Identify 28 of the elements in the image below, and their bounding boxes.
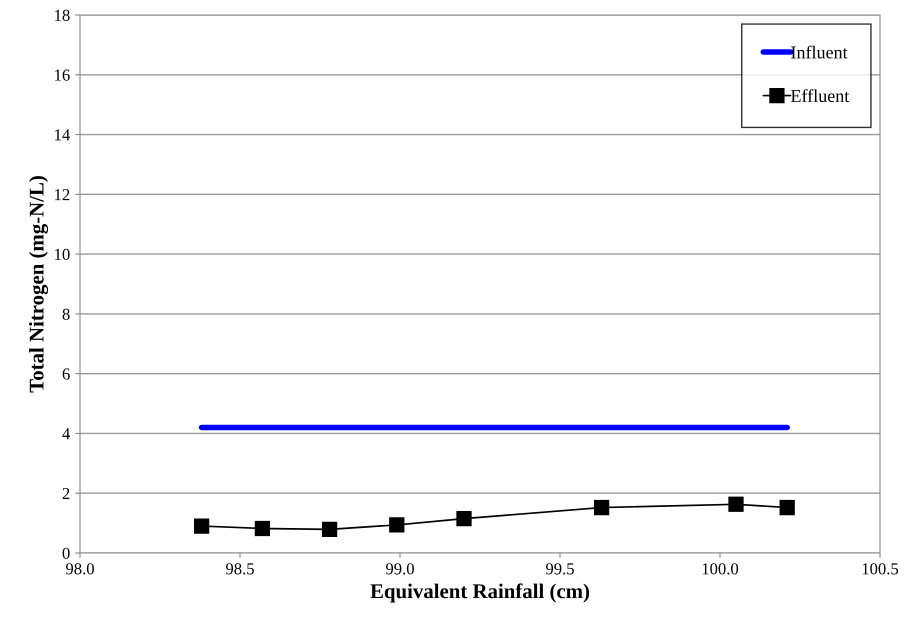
x-tick-label: 98.0 xyxy=(66,563,94,575)
point xyxy=(322,522,338,538)
y-tick-label: 2 xyxy=(62,488,70,500)
point xyxy=(194,518,210,534)
y-tick-label: 8 xyxy=(62,308,70,320)
y-tick-label: 6 xyxy=(62,368,70,380)
x-tick-label: 99.0 xyxy=(386,563,414,575)
y-tick-label: 4 xyxy=(62,428,70,440)
y-axis-title: Total Nitrogen (mg-N/L) xyxy=(29,176,48,392)
y-tick-label: 10 xyxy=(55,248,70,260)
y-tick-label: 12 xyxy=(55,189,70,200)
point xyxy=(254,520,270,536)
point xyxy=(456,510,472,526)
point xyxy=(780,500,795,516)
x-tick-label: 98.5 xyxy=(226,563,254,575)
y-tick-label: 18 xyxy=(55,10,70,21)
x-tick-label: 99.5 xyxy=(546,563,574,575)
point xyxy=(389,517,404,533)
point xyxy=(594,500,610,516)
x-tick-label: 100.5 xyxy=(862,563,898,575)
point xyxy=(728,496,744,512)
y-tick-label: 14 xyxy=(55,129,70,140)
x-tick-label: 100.0 xyxy=(702,563,738,575)
legend-label: Influent xyxy=(791,46,848,59)
legend-label: Effluent xyxy=(790,89,850,102)
y-tick-label: 16 xyxy=(55,70,70,81)
y-tick-label: 0 xyxy=(62,548,70,559)
x-axis-title: Equivalent Rainfall (cm) xyxy=(370,583,590,602)
